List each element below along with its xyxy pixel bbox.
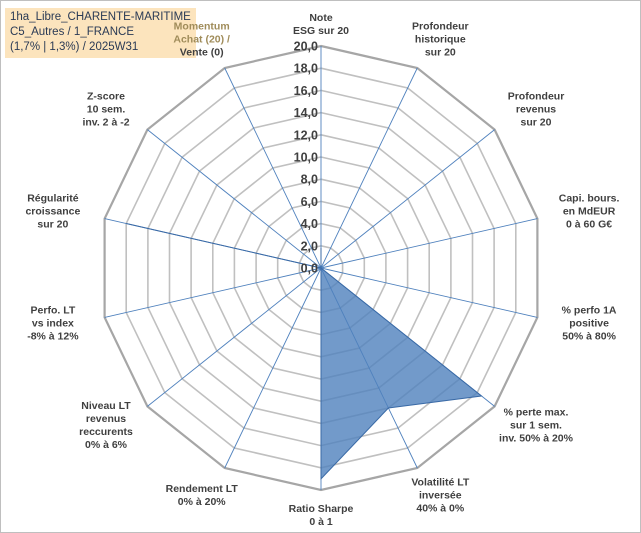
axis-label-line: en MdEUR [562, 205, 616, 218]
axis-label-line: inv. 50% à 20% [499, 432, 573, 445]
r-tick-label: 0,0 [301, 262, 318, 276]
axis-label-6: Volatilité LT inversée 40% à 0% [411, 476, 469, 515]
axis-label-10: Perfo. LT vs index -8% à 12% [27, 305, 78, 344]
axis-label-line: 10 sem. [86, 103, 126, 116]
axis-label-line: ESG sur 20 [292, 25, 350, 37]
axis-label-line: Capi. bours. [558, 192, 620, 205]
axis-label-line: Volatilité LT [411, 476, 470, 489]
r-tick-label: 20,0 [294, 40, 318, 54]
axis-label-line: sur 20 [520, 116, 552, 129]
axis-label-line: croissance [25, 205, 81, 218]
axis-label-line: inv. 2 à -2 [82, 116, 130, 129]
chart-title-box: 1ha_Libre_CHARENTE-MARITIME C5_Autres / … [5, 8, 196, 58]
r-tick-label: 14,0 [294, 106, 318, 120]
axis-label-line: revenus [515, 103, 557, 116]
axis-label-0: Note ESG sur 20 [293, 12, 349, 38]
title-line-3: (1,7% | 1,3%) / 2025W31 [10, 41, 139, 53]
spoke-3 [320, 218, 538, 269]
axis-label-line: Ratio Sharpe [288, 503, 354, 515]
spoke-4 [320, 267, 538, 318]
axis-label-line: revenus [85, 412, 127, 425]
r-tick-label: 10,0 [294, 151, 318, 165]
axis-label-line: reccurents [79, 425, 133, 438]
axis-label-13: Momentum Achat (20) / Vente (0) [173, 21, 230, 60]
axis-label-line: Note [309, 12, 333, 24]
axis-label-5: % perte max. sur 1 sem. inv. 50% à 20% [499, 406, 573, 445]
axis-label-line: Niveau LT [81, 399, 131, 412]
spoke-1 [320, 67, 418, 269]
axis-label-line: Profondeur [412, 20, 469, 33]
axis-label-line: Z-score [87, 90, 125, 103]
axis-label-line: -8% à 12% [27, 330, 79, 343]
spoke-2 [320, 129, 495, 269]
axis-label-11: Régularité croissance sur 20 [25, 192, 80, 231]
axis-label-line: % perfo 1A [561, 304, 617, 317]
spoke-8 [224, 267, 322, 469]
spoke-9 [147, 267, 322, 407]
axis-label-8: Rendement LT 0% à 20% [166, 483, 238, 509]
title-line-1: 1ha_Libre_CHARENTE-MARITIME [10, 11, 191, 23]
axis-label-line: Perfo. LT [30, 304, 76, 317]
axis-label-7: Ratio Sharpe 0 à 1 [289, 503, 354, 529]
axis-label-3: Capi. bours. en MdEUR 0 à 60 G€ [559, 192, 620, 231]
axis-label-12: Z-score 10 sem. inv. 2 à -2 [82, 91, 129, 130]
axis-label-line: 0% à 20% [177, 495, 226, 508]
axis-label-line: Régularité [27, 192, 79, 205]
axis-label-line: 40% à 0% [416, 502, 465, 515]
r-tick-label: 8,0 [301, 173, 318, 187]
r-tick-label: 12,0 [294, 128, 318, 142]
axis-label-line: Momentum [173, 20, 230, 33]
axis-label-line: sur 20 [37, 218, 69, 231]
axis-label-9: Niveau LT revenus reccurents 0% à 6% [79, 400, 133, 452]
r-tick-label: 2,0 [301, 239, 318, 253]
axis-label-line: sur 1 sem. [510, 419, 562, 432]
r-tick-label: 16,0 [294, 84, 318, 98]
r-tick-label: 4,0 [301, 217, 318, 231]
r-tick-label: 18,0 [294, 62, 318, 76]
axis-label-line: % perte max. [503, 406, 569, 419]
axis-label-1: Profondeur historique sur 20 [412, 21, 469, 60]
axis-label-line: positive [569, 317, 609, 330]
axis-label-line: 0 à 60 G€ [566, 218, 613, 231]
axis-label-line: 0% à 6% [84, 438, 128, 451]
title-line-2: C5_Autres / 1_FRANCE [10, 26, 134, 38]
r-tick-label: 6,0 [301, 195, 318, 209]
axis-label-line: Rendement LT [165, 482, 238, 495]
spoke-12 [147, 129, 322, 269]
axis-label-line: Vente (0) [179, 46, 224, 59]
spoke-10 [104, 267, 322, 318]
axis-label-line: 50% à 80% [562, 330, 616, 343]
axis-label-line: vs index [31, 317, 74, 330]
axis-label-line: Achat (20) / [173, 33, 230, 46]
axis-label-line: historique [414, 33, 466, 46]
axis-label-line: sur 20 [424, 46, 456, 59]
axis-label-line: 0 à 1 [309, 516, 333, 528]
axis-label-2: Profondeur revenus sur 20 [508, 91, 565, 130]
series-area [126, 223, 483, 481]
axis-label-line: Profondeur [507, 90, 565, 103]
axis-label-line: inversée [418, 489, 462, 502]
axis-label-4: % perfo 1A positive 50% à 80% [562, 305, 617, 344]
spoke-13 [224, 67, 322, 269]
